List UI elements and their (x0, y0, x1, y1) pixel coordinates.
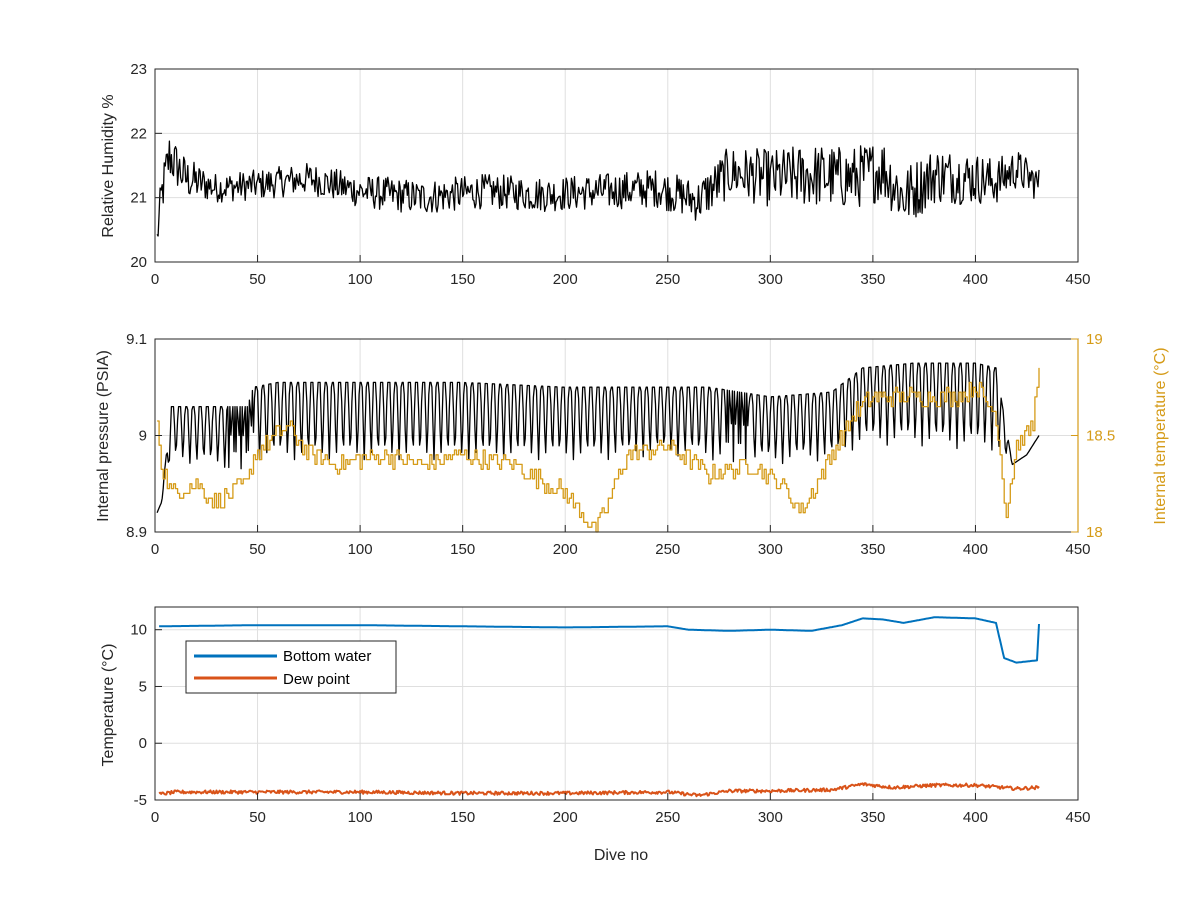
humidity-panel: 0 50 100 150 200 250 300 350 400 450 20 21 22 23 Rel… (100, 61, 1091, 288)
temperature-y-ticks: -5 0 5 10 (130, 622, 162, 809)
x-tick-label: 100 (348, 809, 373, 826)
pressure-y-axis-label: Internal pressure (PSIA) (95, 350, 112, 522)
y-tick-label: 21 (130, 190, 147, 207)
y-tick-label: 23 (130, 61, 147, 78)
y-tick-label: 22 (130, 125, 147, 142)
series-line-1-0 (156, 362, 1040, 513)
x-tick-label: 350 (860, 809, 885, 826)
x-tick-label: 50 (249, 809, 266, 826)
x-tick-label: 250 (655, 271, 680, 288)
x-tick-label: 350 (860, 271, 885, 288)
x-tick-label: 0 (151, 541, 159, 558)
temperature-x-ticks: 0 50 100 150 200 250 300 350 400 450 (151, 793, 1091, 826)
x-tick-label: 100 (348, 541, 373, 558)
right-y-tick-label: 18.5 (1086, 428, 1115, 445)
humidity-y-axis-label: Relative Humidity % (100, 94, 117, 237)
y-tick-label: 9.1 (126, 331, 147, 348)
series-line-2-1 (158, 782, 1040, 798)
y-tick-label: 0 (139, 735, 147, 752)
x-tick-label: 0 (151, 809, 159, 826)
x-tick-label: 300 (758, 541, 783, 558)
x-tick-label: 200 (553, 541, 578, 558)
x-tick-label: 450 (1065, 541, 1090, 558)
y-tick-label: 10 (130, 622, 147, 639)
pressure-panel: 0 50 100 150 200 250 300 350 400 450 8.999.1 1818… (95, 331, 1169, 558)
right-y-tick-label: 19 (1086, 331, 1103, 348)
pressure-left-y-ticks: 8.9 9 9.1 (126, 331, 162, 541)
x-tick-label: 400 (963, 809, 988, 826)
legend: Bottom water Dew point (185, 640, 397, 694)
x-tick-label: 350 (860, 541, 885, 558)
humidity-axes-frame (154, 68, 1079, 263)
x-tick-label: 250 (655, 541, 680, 558)
legend-label-bottom-water: Bottom water (283, 648, 371, 665)
x-tick-label: 50 (249, 541, 266, 558)
x-tick-label: 400 (963, 541, 988, 558)
y-tick-label: 9 (139, 428, 147, 445)
legend-box (185, 640, 397, 694)
pressure-right-y-ticks: 18 18.5 19 (1071, 331, 1115, 541)
internal-temperature-y-axis-label: Internal temperature (°C) (1152, 347, 1169, 524)
temperature-y-axis-label: Temperature (°C) (100, 644, 117, 767)
x-tick-label: 150 (450, 271, 475, 288)
x-tick-label: 450 (1065, 271, 1090, 288)
pressure-x-ticks: 0 50 100 150 200 250 300 350 400 450 (151, 525, 1091, 558)
humidity-y-ticks: 20 21 22 23 (130, 61, 162, 271)
x-tick-label: 200 (553, 809, 578, 826)
y-tick-label: 20 (130, 254, 147, 271)
x-tick-label: 50 (249, 271, 266, 288)
legend-label-dew-point: Dew point (283, 671, 351, 688)
right-y-tick-label: 18 (1086, 524, 1103, 541)
y-tick-label: -5 (134, 792, 147, 809)
x-axis-label: Dive no (594, 847, 648, 864)
x-tick-label: 150 (450, 809, 475, 826)
pressure-series-lines (156, 362, 1040, 533)
series-line-0-0 (156, 140, 1040, 237)
x-tick-label: 150 (450, 541, 475, 558)
y-tick-label: 5 (139, 678, 147, 695)
temperature-axes-frame (154, 606, 1079, 801)
x-tick-label: 0 (151, 271, 159, 288)
humidity-x-ticks: 0 50 100 150 200 250 300 350 400 450 (151, 255, 1091, 288)
x-tick-label: 450 (1065, 809, 1090, 826)
y-tick-label: 8.9 (126, 524, 147, 541)
x-tick-label: 300 (758, 809, 783, 826)
series-line-1-1 (157, 367, 1040, 533)
x-tick-label: 250 (655, 809, 680, 826)
humidity-series-lines (156, 140, 1040, 237)
x-tick-label: 100 (348, 271, 373, 288)
temperature-series-lines (158, 616, 1040, 798)
x-tick-label: 200 (553, 271, 578, 288)
x-tick-label: 400 (963, 271, 988, 288)
series-line-2-0 (159, 616, 1040, 664)
x-tick-label: 300 (758, 271, 783, 288)
